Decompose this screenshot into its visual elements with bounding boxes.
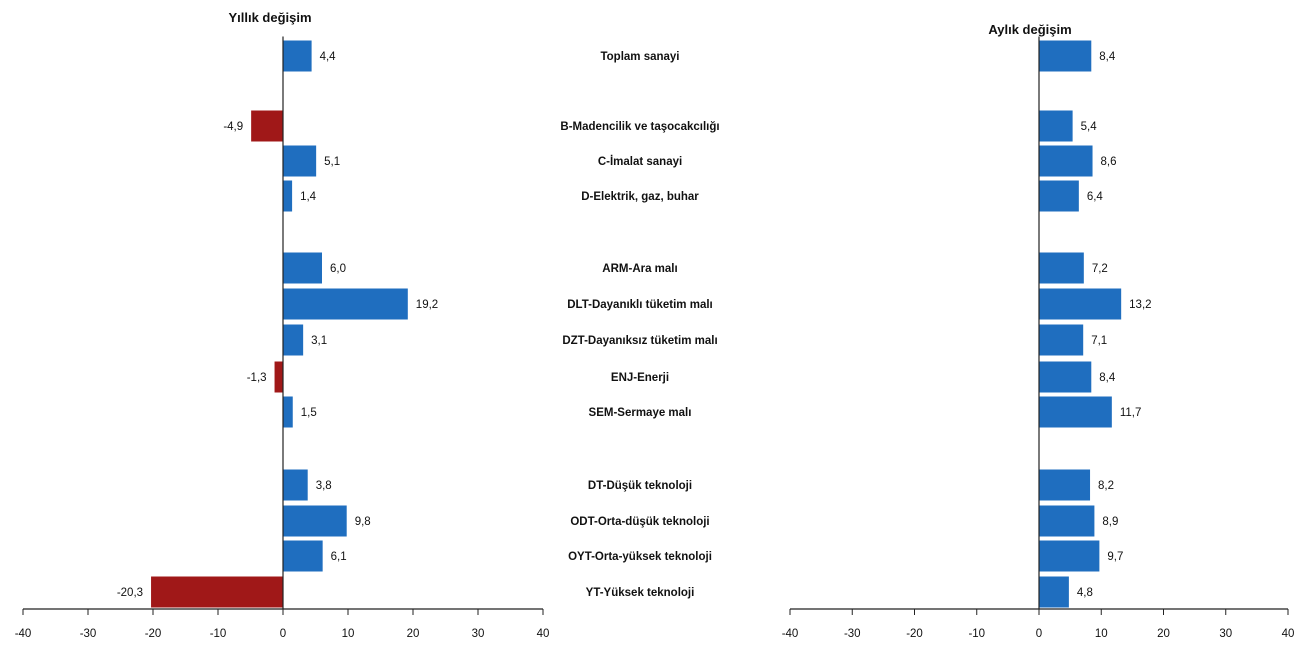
yearly-bar [283, 180, 293, 212]
category-label: SEM-Sermaye malı [589, 407, 692, 419]
monthly-bar [1039, 361, 1092, 393]
monthly-value-label: 6,4 [1087, 191, 1104, 203]
monthly-value-label: 8,2 [1098, 480, 1114, 492]
monthly-bar [1039, 145, 1093, 177]
yearly-bar [283, 40, 312, 72]
monthly-value-label: 7,2 [1092, 263, 1108, 275]
yearly-value-label: 3,1 [311, 335, 327, 347]
yearly-tick-label: 30 [472, 628, 485, 640]
category-label: B-Madencilik ve taşocakcılığı [560, 121, 719, 133]
yearly-value-label: 1,5 [301, 407, 317, 419]
monthly-bar [1039, 396, 1112, 428]
monthly-bar [1039, 110, 1073, 142]
monthly-value-label: 8,6 [1101, 156, 1117, 168]
yearly-tick-label: 20 [407, 628, 420, 640]
monthly-bar [1039, 505, 1095, 537]
category-label: DT-Düşük teknoloji [588, 480, 692, 492]
yearly-bar [283, 540, 323, 572]
yearly-tick-label: -40 [15, 628, 32, 640]
right-chart-title: Aylık değişim [988, 22, 1071, 37]
monthly-tick-label: -20 [906, 628, 923, 640]
monthly-value-label: 7,1 [1091, 335, 1107, 347]
yearly-value-label: 19,2 [416, 299, 438, 311]
monthly-tick-label: 40 [1282, 628, 1295, 640]
yearly-value-label: -20,3 [117, 587, 143, 599]
yearly-bar [283, 324, 304, 356]
monthly-tick-label: -40 [782, 628, 799, 640]
yearly-value-label: -1,3 [247, 372, 267, 384]
yearly-tick-label: 40 [537, 628, 550, 640]
monthly-bar [1039, 576, 1069, 608]
right-chart-monthly: 8,4 5,4 8,6 6,4 7,2 13,2 7,1 8,4 11,7 8,2 8,9 9,7 4,… [782, 36, 1295, 640]
monthly-bar [1039, 540, 1100, 572]
monthly-bar [1039, 469, 1091, 501]
yearly-value-label: 9,8 [355, 516, 371, 528]
yearly-tick-label: 10 [342, 628, 355, 640]
yearly-tick-label: -20 [145, 628, 162, 640]
category-label: DLT-Dayanıklı tüketim malı [567, 299, 713, 311]
monthly-value-label: 4,8 [1077, 587, 1093, 599]
yearly-tick-label: 0 [280, 628, 286, 640]
yearly-value-label: 4,4 [320, 51, 337, 63]
category-label: D-Elektrik, gaz, buhar [581, 191, 699, 203]
yearly-bar [283, 505, 347, 537]
category-labels: Toplam sanayi B-Madencilik ve taşocakcılı… [560, 51, 719, 599]
monthly-bar [1039, 252, 1084, 284]
monthly-tick-label: -10 [968, 628, 985, 640]
yearly-bar [151, 576, 283, 608]
yearly-bar [283, 469, 308, 501]
monthly-value-label: 5,4 [1081, 121, 1098, 133]
monthly-tick-label: 10 [1095, 628, 1108, 640]
monthly-tick-label: 0 [1036, 628, 1042, 640]
yearly-bar [283, 288, 408, 320]
monthly-tick-label: 20 [1157, 628, 1170, 640]
monthly-value-label: 8,4 [1099, 51, 1116, 63]
monthly-bar [1039, 324, 1084, 356]
yearly-value-label: 6,0 [330, 263, 346, 275]
yearly-bar [274, 361, 283, 393]
left-chart-yearly: 4,4 -4,9 5,1 1,4 6,0 19,2 3,1 -1,3 1,5 3,8 9,8 6,1 -… [15, 36, 550, 640]
yearly-tick-label: -10 [210, 628, 227, 640]
yearly-value-label: -4,9 [223, 121, 243, 133]
yearly-tick-label: -30 [80, 628, 97, 640]
yearly-value-label: 5,1 [324, 156, 340, 168]
yearly-bar [251, 110, 283, 142]
category-label: ODT-Orta-düşük teknoloji [570, 516, 709, 528]
category-label: C-İmalat sanayi [598, 155, 682, 168]
category-label: DZT-Dayanıksız tüketim malı [562, 335, 717, 347]
category-label: OYT-Orta-yüksek teknoloji [568, 551, 712, 563]
yearly-bar [283, 252, 322, 284]
category-label: YT-Yüksek teknoloji [586, 587, 695, 599]
yearly-value-label: 3,8 [316, 480, 332, 492]
category-label: ENJ-Enerji [611, 372, 669, 384]
yearly-bar [283, 396, 293, 428]
left-chart-title: Yıllık değişim [228, 10, 311, 25]
monthly-bar [1039, 180, 1079, 212]
monthly-bar [1039, 40, 1092, 72]
category-label: ARM-Ara malı [602, 263, 677, 275]
monthly-bar [1039, 288, 1122, 320]
monthly-value-label: 11,7 [1120, 407, 1142, 419]
monthly-value-label: 13,2 [1129, 299, 1151, 311]
monthly-value-label: 8,4 [1099, 372, 1116, 384]
monthly-value-label: 8,9 [1102, 516, 1118, 528]
monthly-tick-label: -30 [844, 628, 861, 640]
monthly-value-label: 9,7 [1107, 551, 1123, 563]
yearly-value-label: 1,4 [300, 191, 317, 203]
yearly-value-label: 6,1 [331, 551, 347, 563]
yearly-bar [283, 145, 317, 177]
monthly-tick-label: 30 [1219, 628, 1232, 640]
category-label: Toplam sanayi [600, 51, 679, 63]
